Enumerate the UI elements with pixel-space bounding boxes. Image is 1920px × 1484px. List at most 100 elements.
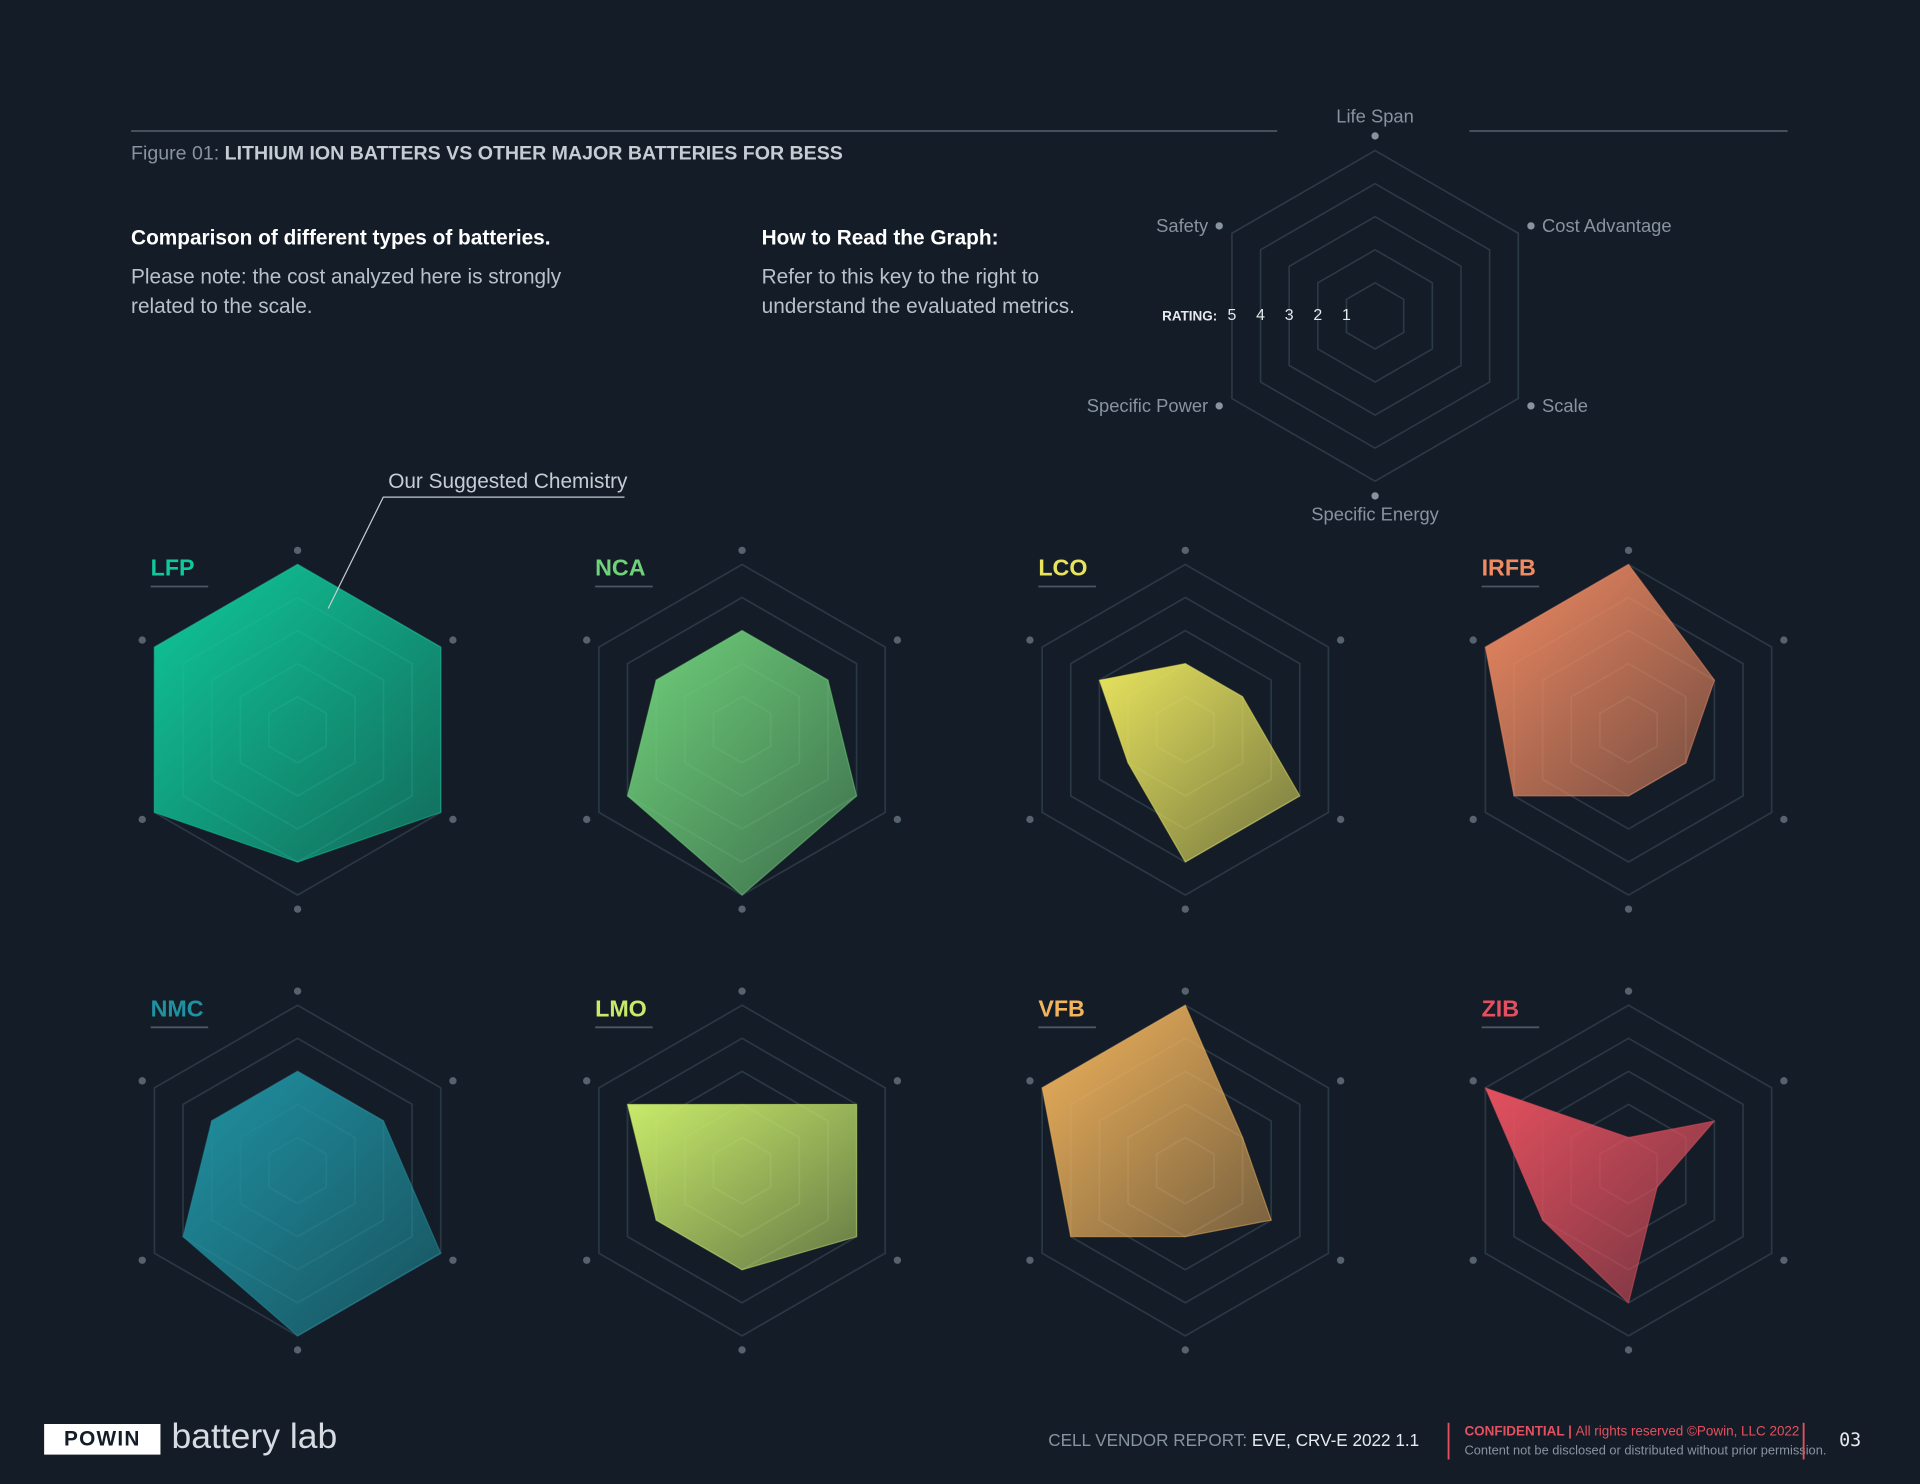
axis-dot bbox=[1336, 1256, 1345, 1264]
brand: POWIN bbox=[64, 1427, 141, 1450]
axis-dot bbox=[1026, 815, 1034, 824]
rating-tick: 4 bbox=[1256, 307, 1265, 324]
axis-dot bbox=[1624, 1346, 1633, 1354]
axis-dot bbox=[449, 815, 457, 824]
axis-dot bbox=[893, 1077, 902, 1085]
axis-dot bbox=[1336, 636, 1345, 644]
axis-label: Life Span bbox=[1336, 105, 1414, 126]
rating-tick: 1 bbox=[1342, 307, 1351, 324]
report: CELL VENDOR REPORT: EVE, CRV-E 2022 1.1 bbox=[1048, 1430, 1419, 1450]
axis-dot bbox=[138, 636, 146, 644]
chart-title: NCA bbox=[595, 554, 646, 580]
key-ring bbox=[1259, 182, 1491, 450]
key-ring bbox=[1231, 149, 1520, 483]
axis-dot bbox=[1181, 905, 1189, 913]
axis-dot bbox=[1181, 987, 1189, 995]
annotation-leader bbox=[327, 496, 625, 609]
axis-dot bbox=[1469, 636, 1477, 644]
radar-area bbox=[1098, 663, 1301, 863]
axis-dot bbox=[1336, 815, 1345, 824]
report-name: EVE, CRV-E 2022 1.1 bbox=[1252, 1430, 1419, 1450]
axis-label: Cost Advantage bbox=[1542, 215, 1672, 236]
figure-label: Figure 01: bbox=[131, 142, 219, 164]
report-label: CELL VENDOR REPORT: bbox=[1048, 1430, 1247, 1450]
radar-chart: IRFB bbox=[1469, 546, 1788, 913]
page-number: 03 bbox=[1839, 1430, 1861, 1451]
axis-dot bbox=[1624, 546, 1633, 555]
radar-chart: LFP Our Suggested Chemistry bbox=[138, 470, 628, 913]
axis-dot bbox=[583, 1256, 591, 1264]
radar-chart: LMO bbox=[583, 987, 902, 1354]
figure-title: LITHIUM ION BATTERS VS OTHER MAJOR BATTE… bbox=[225, 142, 843, 164]
chart-title: LMO bbox=[595, 995, 647, 1021]
axis-dot bbox=[293, 905, 302, 913]
axis-dot bbox=[583, 1077, 591, 1085]
axis-dot bbox=[1527, 402, 1535, 410]
axis-dot bbox=[583, 815, 591, 824]
radar-area bbox=[153, 563, 442, 863]
howto-line: Refer to this key to the right to bbox=[762, 265, 1039, 288]
chart-title: LCO bbox=[1038, 554, 1087, 580]
axis-dot bbox=[1780, 815, 1788, 824]
axis-dot bbox=[1026, 1077, 1034, 1085]
axis-dot bbox=[449, 1256, 457, 1264]
axis-dot bbox=[583, 636, 591, 644]
axis-dot bbox=[738, 987, 746, 995]
chart-title: ZIB bbox=[1482, 995, 1519, 1021]
axis-dot bbox=[1371, 492, 1379, 500]
axis-dot bbox=[293, 546, 302, 555]
chart-title: LFP bbox=[151, 554, 195, 580]
axis-label: Specific Power bbox=[1087, 395, 1208, 416]
grid-ring bbox=[598, 1004, 887, 1337]
axis-dot bbox=[1780, 1077, 1788, 1085]
axis-dot bbox=[1026, 636, 1034, 644]
axis-dot bbox=[1469, 815, 1477, 824]
annotation: Our Suggested Chemistry bbox=[388, 470, 628, 493]
axis-dot bbox=[893, 636, 902, 644]
charts: LFP Our Suggested Chemistry NCA LCO IRFB NMC L… bbox=[138, 470, 1788, 1354]
key-ring bbox=[1288, 215, 1462, 416]
radar-area bbox=[626, 629, 858, 896]
axis-dot bbox=[1181, 1346, 1189, 1354]
axis-dot bbox=[138, 1256, 146, 1264]
axis-dot bbox=[1215, 222, 1223, 230]
axis-dot bbox=[293, 1346, 302, 1354]
axis-dot bbox=[293, 987, 302, 995]
axis-dot bbox=[1624, 987, 1633, 995]
confidential: CONFIDENTIAL | bbox=[1464, 1423, 1571, 1438]
radar-chart: NMC bbox=[138, 987, 457, 1354]
radar-area bbox=[1484, 563, 1716, 797]
axis-dot bbox=[1469, 1077, 1477, 1085]
axis-label: Safety bbox=[1156, 215, 1209, 236]
axis-dot bbox=[738, 905, 746, 913]
radar-area bbox=[626, 1103, 858, 1271]
radar-chart: VFB bbox=[1026, 987, 1345, 1354]
chart-title: NMC bbox=[151, 995, 204, 1021]
axis-dot bbox=[1181, 546, 1189, 555]
axis-dot bbox=[893, 1256, 902, 1264]
axis-dot bbox=[1469, 1256, 1477, 1264]
rights: All rights reserved ©Powin, LLC 2022 bbox=[1576, 1423, 1800, 1438]
intro-line: Please note: the cost analyzed here is s… bbox=[131, 265, 562, 288]
axis-dot bbox=[138, 1077, 146, 1085]
axis-dot bbox=[1624, 905, 1633, 913]
axis-dot bbox=[1336, 1077, 1345, 1085]
radar-area bbox=[182, 1070, 442, 1337]
axis-label: Specific Energy bbox=[1311, 503, 1439, 524]
grid-ring bbox=[1041, 563, 1330, 897]
axis-dot bbox=[1780, 1256, 1788, 1264]
axis-dot bbox=[1527, 222, 1535, 230]
axis-dot bbox=[1026, 1256, 1034, 1264]
chart-title: VFB bbox=[1038, 995, 1085, 1021]
rating-tick: 2 bbox=[1313, 307, 1322, 324]
key: 5 4 3 2 1 RATING: Life Span Cost Advantage Scale… bbox=[1087, 105, 1672, 524]
intro-heading: Comparison of different types of batteri… bbox=[131, 226, 550, 249]
axis-dot bbox=[738, 1346, 746, 1354]
axis-label: Scale bbox=[1542, 395, 1588, 416]
confidential-line: CONFIDENTIAL | All rights reserved ©Powi… bbox=[1464, 1423, 1799, 1438]
axis-dot bbox=[449, 1077, 457, 1085]
brand-box bbox=[44, 1424, 161, 1455]
radar-chart: ZIB bbox=[1469, 987, 1788, 1354]
product: battery lab bbox=[171, 1416, 337, 1456]
